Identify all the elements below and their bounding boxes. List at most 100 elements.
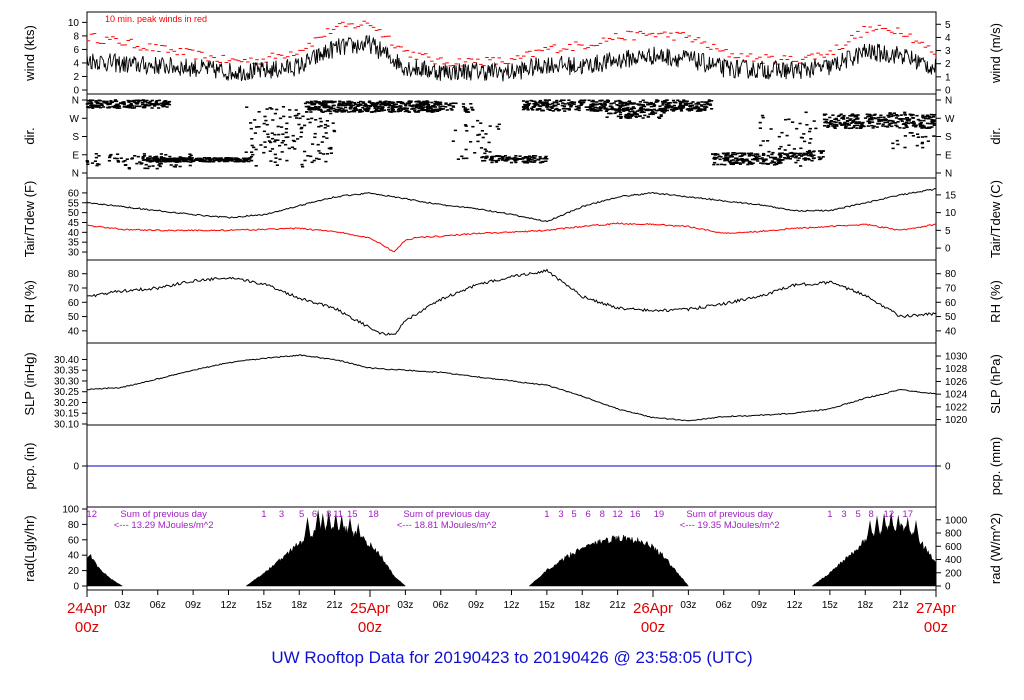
radiation-hour-marker: 19 <box>654 509 665 520</box>
radiation-peak <box>911 519 921 586</box>
radiation-peak <box>303 516 312 586</box>
x-tick-label: 06z <box>716 600 732 611</box>
humidity-right-tick-label: 80 <box>945 269 957 280</box>
temperature-right-tick-label: 0 <box>945 244 951 255</box>
day-tick-date: 25Apr <box>350 600 390 617</box>
pressure-right-tick-label: 1020 <box>945 415 968 426</box>
radiation-left-tick-label: 80 <box>68 520 80 531</box>
temperature-right-tick-label: 5 <box>945 226 951 237</box>
temperature-left-tick-label: 35 <box>68 238 80 249</box>
daily-sum-label: Sum of previous day <box>120 509 207 520</box>
wind-ylabel-right: wind (m/s) <box>988 23 1003 84</box>
pressure-left-tick-label: 30.35 <box>54 366 79 377</box>
radiation-hour-marker: 1 <box>544 509 549 520</box>
day-tick-date: 26Apr <box>633 600 673 617</box>
pressure-right-tick-label: 1026 <box>945 377 968 388</box>
temperature-left-tick-label: 60 <box>68 188 80 199</box>
tair-series-line <box>86 188 937 223</box>
daily-sum-value: <--- 13.29 MJoules/m^2 <box>114 520 214 531</box>
direction-right-tick-label: N <box>945 169 952 180</box>
radiation-hour-marker: 17 <box>902 509 913 520</box>
radiation-right-tick-label: 400 <box>945 555 962 566</box>
humidity-left-tick-label: 40 <box>68 326 80 337</box>
radiation-peak <box>880 512 889 586</box>
direction-left-tick-label: W <box>70 114 80 125</box>
radiation-hour-marker: 5 <box>299 509 304 520</box>
radiation-left-tick-label: 0 <box>73 582 79 593</box>
radiation-hour-marker: 12 <box>884 509 895 520</box>
direction-right-tick-label: E <box>945 150 952 161</box>
radiation-hour-marker: 1 <box>261 509 266 520</box>
x-tick-label: 03z <box>397 600 413 611</box>
x-tick-label: 12z <box>220 600 236 611</box>
temperature-panel: Tair/Tdew (F) Tair/Tdew (C)30354045505560… <box>22 177 1003 261</box>
direction-left-tick-label: N <box>72 96 79 107</box>
radiation-left-tick-label: 20 <box>68 566 80 577</box>
x-tick-label: 21z <box>893 600 909 611</box>
day-tick-time: 00z <box>924 619 948 636</box>
radiation-peak <box>872 515 882 586</box>
x-tick-label: 03z <box>680 600 696 611</box>
pressure-frame <box>86 342 937 426</box>
radiation-peak <box>887 511 896 586</box>
radiation-hour-marker: 8 <box>868 509 873 520</box>
pressure-right-tick-label: 1028 <box>945 364 968 375</box>
humidity-frame <box>86 259 937 344</box>
x-tick-label: 15z <box>256 600 272 611</box>
radiation-peak <box>345 516 355 586</box>
radiation-hour-marker: 5 <box>571 509 576 520</box>
radiation-peak <box>865 519 875 586</box>
wind-left-tick-label: 0 <box>73 86 79 97</box>
x-tick-label: 09z <box>185 600 201 611</box>
pressure-ylabel-left: SLP (inHg) <box>22 352 37 415</box>
radiation-hour-marker: 1 <box>827 509 832 520</box>
wind-left-tick-label: 4 <box>73 58 79 69</box>
daily-sum-value: <--- 19.35 MJoules/m^2 <box>680 520 780 531</box>
temperature-ylabel-right: Tair/Tdew (C) <box>988 180 1003 258</box>
radiation-hour-marker: 15 <box>347 509 358 520</box>
humidity-ylabel-left: RH (%) <box>22 280 37 323</box>
radiation-day-area <box>528 534 689 587</box>
precipitation-ylabel-right: pcp. (mm) <box>988 437 1003 496</box>
pressure-right-tick-label: 1024 <box>945 390 968 401</box>
humidity-ylabel-right: RH (%) <box>988 280 1003 323</box>
radiation-peak <box>903 516 912 586</box>
precipitation-right-tick-label: 0 <box>945 462 951 473</box>
radiation-day-area <box>86 553 124 587</box>
temperature-right-tick-label: 15 <box>945 190 957 201</box>
x-tick-label: 21z <box>327 600 343 611</box>
pressure-panel: SLP (inHg) SLP (hPa)30.1030.1530.2030.253… <box>22 342 1003 431</box>
temperature-left-tick-label: 40 <box>68 228 80 239</box>
pressure-left-tick-label: 30.25 <box>54 387 79 398</box>
wind-left-tick-label: 10 <box>68 18 80 29</box>
radiation-hour-marker: 18 <box>368 509 379 520</box>
radiation-left-tick-label: 100 <box>62 505 79 516</box>
x-tick-label: 18z <box>857 600 873 611</box>
pressure-left-tick-label: 30.20 <box>54 398 79 409</box>
x-tick-label: 15z <box>539 600 555 611</box>
radiation-hour-marker: 12 <box>612 509 623 520</box>
humidity-panel: RH (%) RH (%) 40 50 60 70 80 40 50 60 70 80 <box>22 259 1003 344</box>
temperature-frame <box>86 177 937 261</box>
wind-right-tick-label: 1 <box>945 72 951 83</box>
x-tick-label: 12z <box>786 600 802 611</box>
precipitation-ylabel-left: pcp. (in) <box>22 443 37 490</box>
footer-title: UW Rooftop Data for 20190423 to 20190426… <box>271 648 753 667</box>
radiation-peak <box>324 510 333 586</box>
radiation-ylabel-left: rad(Lgly/hr) <box>22 515 37 581</box>
temperature-left-tick-label: 45 <box>68 218 80 229</box>
daily-sum-label: Sum of previous day <box>403 509 490 520</box>
radiation-panel: rad(Lgly/hr) rad (W/m^2)02040608010002004… <box>22 505 1003 593</box>
direction-left-tick-label: N <box>72 169 79 180</box>
humidity-right-tick-label: 70 <box>945 284 957 295</box>
precipitation-left-tick-label: 0 <box>73 462 79 473</box>
temperature-ylabel-left: Tair/Tdew (F) <box>22 181 37 258</box>
x-tick-label: 12z <box>503 600 519 611</box>
wind-panel: wind (kts) wind (m/s) 0 2 4 6 8 10 0 1 2 3 4 5 10 min.… <box>22 11 1003 97</box>
day-tick-time: 00z <box>358 619 382 636</box>
x-axis: 03z 06z 09z 12z 15z 18z 21z 03z 06z 09z 12z 15z 18z 2… <box>67 590 956 636</box>
radiation-hour-marker: 3 <box>279 509 284 520</box>
slp-series-line <box>86 354 937 422</box>
wind-series-line <box>86 34 936 82</box>
